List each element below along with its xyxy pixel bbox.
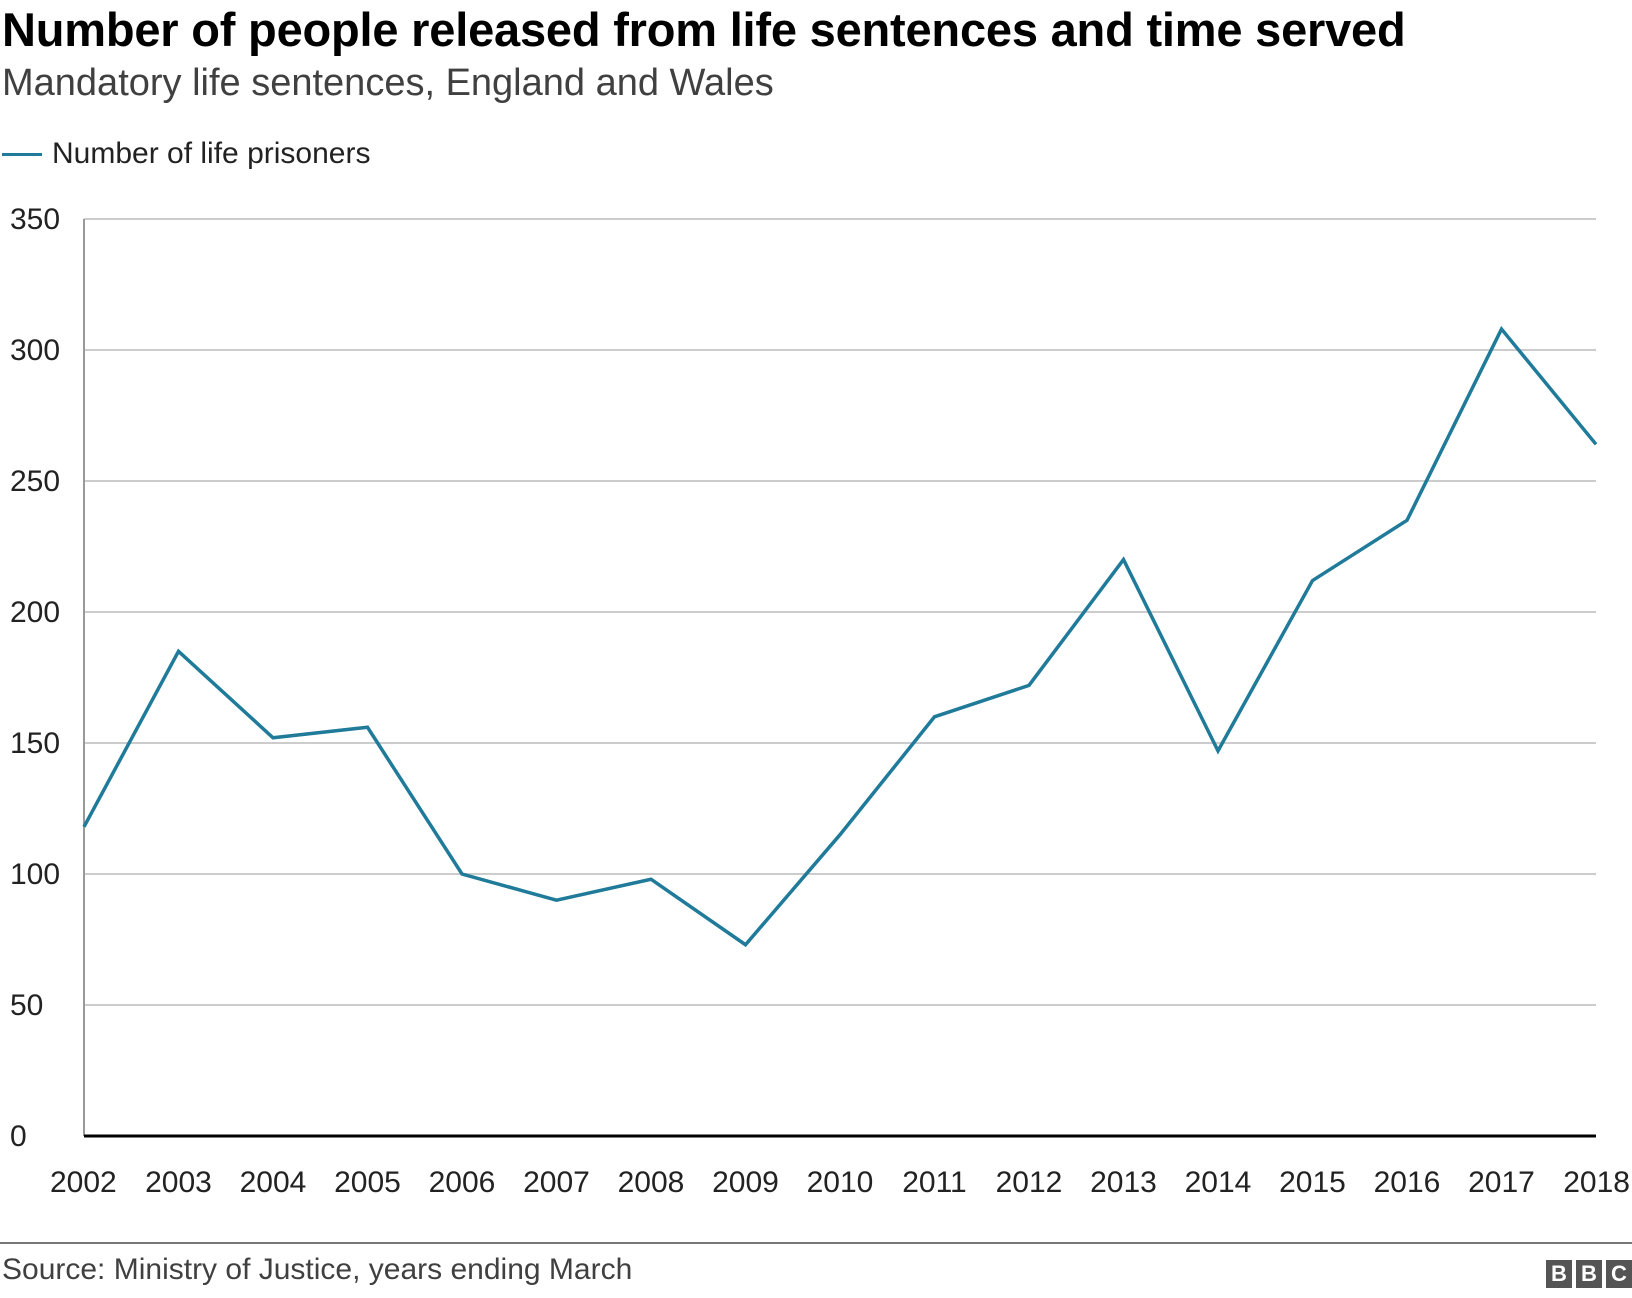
x-tick-label-2014: 2014 [1185, 1166, 1252, 1199]
x-tick-label-2016: 2016 [1374, 1166, 1441, 1199]
x-tick-label-2012: 2012 [996, 1166, 1063, 1199]
x-tick-label-2007: 2007 [523, 1166, 590, 1199]
y-tick-label-0: 0 [10, 1120, 27, 1153]
x-tick-label-2002: 2002 [50, 1166, 117, 1199]
chart-subtitle: Mandatory life sentences, England and Wa… [2, 62, 774, 104]
logo-letter-b2: B [1576, 1260, 1602, 1288]
y-tick-label-100: 100 [10, 858, 60, 891]
x-tick-label-2013: 2013 [1090, 1166, 1157, 1199]
bbc-logo: B B C [1546, 1260, 1632, 1288]
y-tick-label-150: 150 [10, 727, 60, 760]
y-tick-label-300: 300 [10, 334, 60, 367]
x-tick-label-2009: 2009 [712, 1166, 779, 1199]
source-note: Source: Ministry of Justice, years endin… [2, 1253, 633, 1286]
x-tick-label-2017: 2017 [1468, 1166, 1535, 1199]
x-tick-label-2004: 2004 [240, 1166, 307, 1199]
x-tick-label-2008: 2008 [618, 1166, 685, 1199]
x-tick-label-2015: 2015 [1279, 1166, 1346, 1199]
legend-label: Number of life prisoners [52, 137, 371, 170]
x-tick-label-2011: 2011 [902, 1166, 967, 1199]
legend: Number of life prisoners [2, 136, 370, 172]
footer-divider [0, 1242, 1632, 1244]
chart-title: Number of people released from life sent… [2, 3, 1406, 56]
y-tick-label-50: 50 [10, 989, 43, 1022]
y-tick-label-350: 350 [10, 203, 60, 236]
y-tick-label-250: 250 [10, 465, 60, 498]
x-tick-label-2018: 2018 [1563, 1166, 1630, 1199]
y-tick-label-200: 200 [10, 596, 60, 629]
line-chart: 0 50 100 150 200 250 300 350 2002 2003 2004 2005 200… [10, 203, 1630, 1199]
legend-line-swatch [2, 152, 42, 156]
logo-letter-c: C [1606, 1260, 1632, 1288]
x-tick-label-2006: 2006 [429, 1166, 496, 1199]
x-tick-label-2005: 2005 [334, 1166, 401, 1199]
logo-letter-b1: B [1546, 1260, 1572, 1288]
x-tick-label-2003: 2003 [145, 1166, 212, 1199]
x-tick-label-2010: 2010 [807, 1166, 874, 1199]
series-line-0 [82, 325, 1598, 948]
